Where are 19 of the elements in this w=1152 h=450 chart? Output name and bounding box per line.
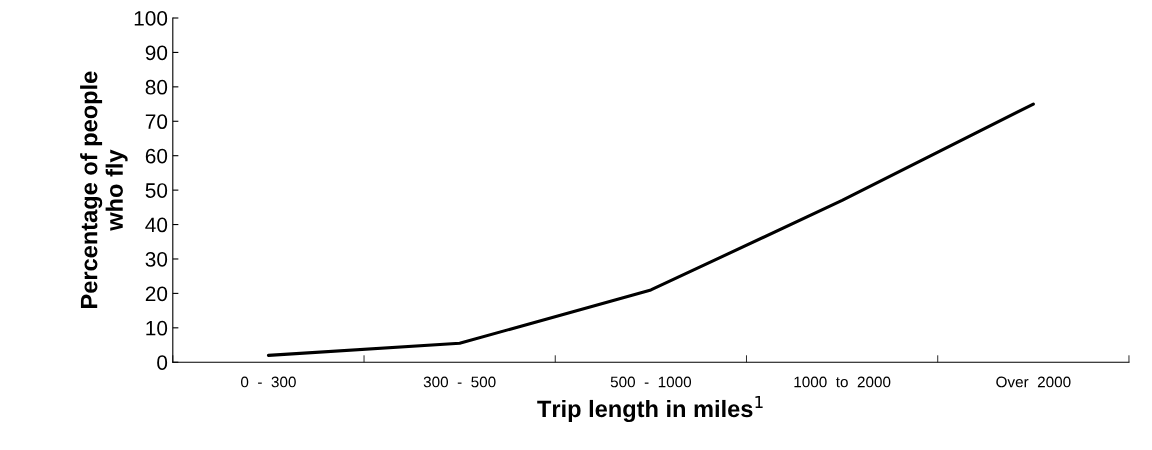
x-tick-label: 0 - 300 [240,376,296,388]
y-tick-label: 20 [145,286,168,302]
y-tick-label: 90 [145,45,168,61]
y-tick-label: 50 [145,183,168,198]
x-tick-label: 1000 to 2000 [794,376,891,388]
x-tick-label: 500 - 1000 [610,376,692,388]
y-tick-label: 100 [134,11,168,26]
y-tick-label: 80 [145,79,168,95]
y-tick-label: 30 [145,251,168,267]
y-tick-label: 0 [157,355,168,370]
x-tick-label: 300 - 500 [423,376,496,388]
y-tick-label: 10 [146,320,168,336]
x-tick-label: Over 2000 [996,376,1071,388]
line-series [266,102,1035,357]
y-tick-label: 70 [145,114,168,130]
x-axis-title: Trip length in miles$^{1}$ [537,395,763,423]
y-tick-label: 40 [145,217,168,233]
y-axis-title: Percentage of people who fly [80,71,128,308]
y-tick-label: 60 [145,148,168,164]
